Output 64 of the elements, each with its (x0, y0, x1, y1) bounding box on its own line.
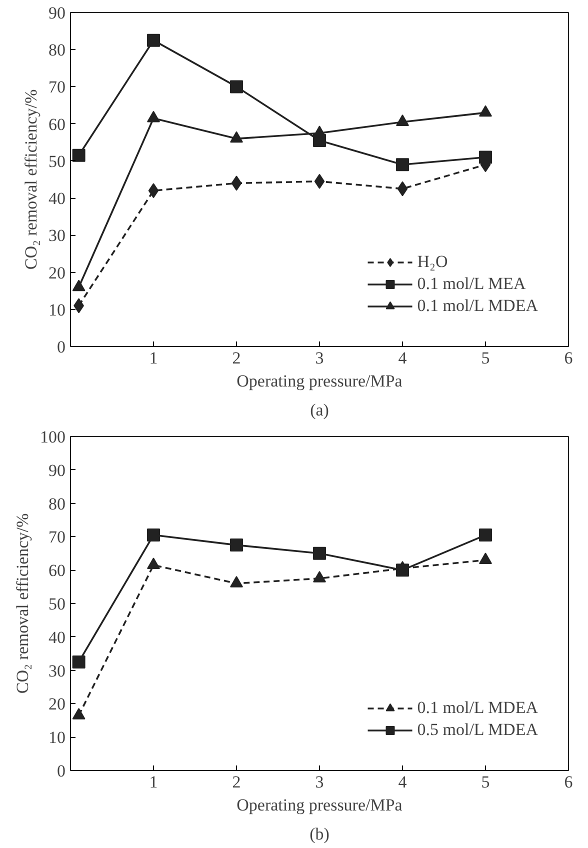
point (313, 571, 326, 582)
y-tick-label: 50 (48, 594, 66, 614)
y-tick-label: 40 (48, 189, 66, 208)
point (396, 158, 409, 172)
y-tick-label: 90 (48, 460, 66, 480)
x-tick-label: 1 (149, 348, 158, 368)
point (231, 176, 242, 191)
text: (a) (310, 400, 329, 420)
x-tick-label: 5 (481, 772, 490, 792)
y-tick-label: 60 (48, 561, 66, 580)
y-axis-title: CO₂ removal efficiency/% (22, 89, 40, 270)
point (72, 655, 86, 668)
x-tick-label: 3 (315, 772, 324, 792)
legend-label: 0.1 mol/L MDEA (417, 698, 538, 718)
point (147, 34, 160, 47)
y-tick-label: 80 (48, 494, 66, 514)
y-tick-label: 0 (57, 762, 66, 780)
point (479, 528, 492, 542)
y-tick-label: 100 (40, 428, 66, 446)
point (72, 708, 86, 720)
point (479, 552, 492, 564)
x-axis-title: Operating pressure/MPa (236, 372, 403, 390)
point (148, 183, 159, 198)
x-tick-label: 4 (398, 348, 408, 368)
y-tick-label: 30 (48, 226, 66, 246)
y-axis-title: CO₂ removal efficiency/% (13, 513, 32, 694)
y-tick-label: 10 (48, 300, 66, 320)
text: (b) (310, 824, 330, 844)
x-tick-label: 3 (315, 348, 324, 368)
point (397, 181, 408, 196)
y-tick-label: 60 (48, 114, 66, 134)
point (147, 558, 160, 570)
y-tick-label: 30 (48, 661, 66, 680)
point (313, 546, 326, 560)
y-tick-label: 70 (48, 528, 66, 547)
y-tick-label: 50 (48, 152, 66, 171)
point (147, 528, 160, 542)
legend-label: H₂O (417, 252, 448, 272)
x-tick-label: 2 (232, 772, 241, 792)
x-axis-title: Operating pressure/MPa (236, 796, 403, 814)
x-tick-label: 4 (398, 772, 408, 792)
legend-label: 0.1 mol/L MEA (417, 274, 526, 294)
point (230, 80, 243, 94)
y-tick-label: 40 (48, 628, 66, 647)
point (314, 174, 325, 189)
y-tick-label: 80 (48, 40, 66, 60)
x-tick-label: 5 (481, 348, 490, 368)
y-tick-label: 70 (48, 78, 66, 97)
legend-label: 0.5 mol/L MDEA (417, 720, 538, 740)
y-tick-label: 20 (48, 263, 66, 282)
y-tick-label: 20 (48, 694, 66, 714)
point (396, 564, 409, 577)
y-tick-label: 0 (57, 338, 66, 356)
point (72, 148, 86, 162)
point (230, 538, 243, 552)
x-tick-label: 2 (232, 348, 241, 368)
point (479, 150, 492, 164)
x-tick-label: 1 (149, 772, 158, 792)
x-tick-label: 6 (564, 772, 573, 792)
point (230, 576, 243, 588)
legend-label: 0.1 mol/L MDEA (417, 296, 538, 316)
y-tick-label: 90 (48, 4, 66, 22)
y-tick-label: 10 (48, 728, 66, 748)
x-tick-label: 6 (564, 348, 573, 368)
